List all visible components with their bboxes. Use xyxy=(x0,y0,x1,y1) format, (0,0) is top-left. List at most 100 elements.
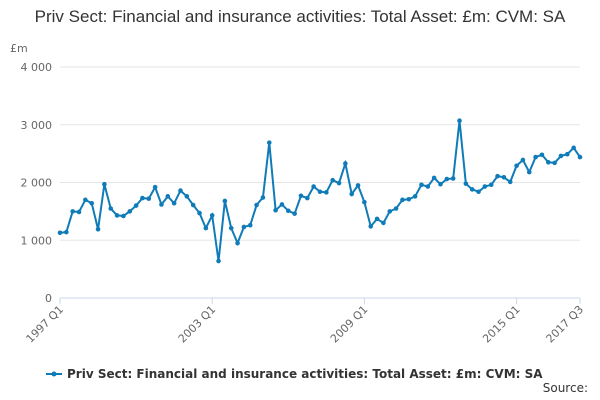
point xyxy=(247,222,253,228)
point xyxy=(539,152,545,158)
y-tick-label: 1 000 xyxy=(21,234,53,247)
y-tick-label: 2 000 xyxy=(21,177,53,190)
point xyxy=(324,190,329,195)
x-tick-label: 2009 Q1 xyxy=(328,303,371,346)
legend-label: Priv Sect: Financial and insurance activ… xyxy=(67,367,543,381)
point xyxy=(374,216,380,222)
x-tick-label: 2017 Q3 xyxy=(544,303,587,346)
point xyxy=(514,163,519,169)
point xyxy=(444,176,450,182)
point xyxy=(190,202,196,208)
point xyxy=(393,206,399,211)
point xyxy=(165,194,171,199)
point xyxy=(228,225,234,231)
point xyxy=(241,224,247,230)
point xyxy=(64,229,69,235)
point xyxy=(285,208,291,214)
point xyxy=(159,202,164,207)
point xyxy=(488,182,494,188)
point xyxy=(209,213,215,218)
point xyxy=(406,196,412,202)
y-tick-label: 4 000 xyxy=(21,61,53,74)
x-tick-label: 2003 Q1 xyxy=(176,303,219,346)
point xyxy=(343,161,348,166)
chart-title: Priv Sect: Financial and insurance activ… xyxy=(34,7,566,26)
point xyxy=(526,169,532,175)
point xyxy=(457,118,462,124)
point xyxy=(266,140,272,145)
point xyxy=(89,200,95,206)
point xyxy=(254,202,259,208)
point xyxy=(545,159,551,165)
y-tick-label: 0 xyxy=(45,292,52,305)
point xyxy=(362,199,367,205)
point xyxy=(146,196,152,201)
legend-marker xyxy=(51,371,57,377)
point xyxy=(95,226,101,232)
point xyxy=(222,198,228,204)
point xyxy=(216,258,221,264)
point xyxy=(127,209,133,214)
point xyxy=(438,181,443,187)
y-unit: £m xyxy=(10,42,28,55)
point xyxy=(463,181,469,186)
point xyxy=(425,184,431,189)
point xyxy=(70,209,75,214)
point xyxy=(336,180,342,186)
point xyxy=(419,182,424,188)
point xyxy=(203,225,209,231)
point xyxy=(317,189,323,195)
point xyxy=(114,213,120,218)
point xyxy=(273,207,278,213)
point xyxy=(298,193,304,199)
point xyxy=(368,224,374,229)
point xyxy=(501,175,507,180)
x-tick-label: 2015 Q1 xyxy=(480,303,523,346)
point xyxy=(552,160,557,166)
point xyxy=(197,210,202,216)
point xyxy=(469,187,475,192)
point xyxy=(305,195,310,201)
point xyxy=(235,240,240,246)
y-tick-label: 3 000 xyxy=(21,119,53,132)
point xyxy=(108,206,114,211)
point xyxy=(279,202,285,207)
x-tick-label: 1997 Q1 xyxy=(24,303,67,346)
point xyxy=(349,191,355,197)
point xyxy=(507,179,513,185)
point xyxy=(152,184,158,190)
point xyxy=(520,157,526,163)
point xyxy=(482,184,488,189)
point xyxy=(140,195,145,201)
point xyxy=(381,220,386,226)
point xyxy=(412,194,418,199)
point xyxy=(171,200,177,206)
source: Source: xyxy=(543,381,588,395)
point xyxy=(76,209,82,215)
point xyxy=(184,194,190,199)
point xyxy=(533,154,538,160)
point xyxy=(330,177,335,183)
point xyxy=(311,184,316,189)
point xyxy=(83,197,88,203)
point xyxy=(57,230,63,236)
point xyxy=(558,153,564,159)
point xyxy=(450,176,456,181)
point xyxy=(495,173,500,179)
point xyxy=(133,203,139,208)
point xyxy=(355,183,361,188)
point xyxy=(102,181,107,187)
point xyxy=(387,209,393,214)
point xyxy=(292,211,297,216)
point xyxy=(121,213,126,219)
point xyxy=(577,154,583,160)
point xyxy=(400,197,405,203)
point xyxy=(178,188,183,193)
point xyxy=(431,175,437,181)
point xyxy=(260,195,266,200)
point xyxy=(565,151,570,157)
point xyxy=(571,145,576,151)
point xyxy=(476,189,481,195)
